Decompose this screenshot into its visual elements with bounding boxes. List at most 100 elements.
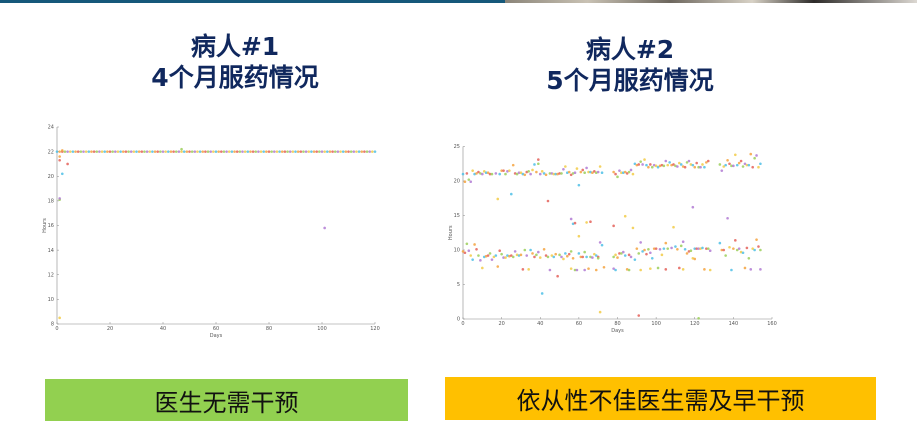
data-point [540, 170, 544, 173]
data-point [288, 150, 292, 153]
x-axis-label: Days [611, 328, 624, 334]
data-point [637, 163, 641, 166]
data-point [124, 150, 128, 153]
data-point [230, 150, 234, 153]
data-point [587, 267, 590, 270]
data-point [695, 161, 698, 165]
data-point [304, 150, 308, 153]
data-point [296, 150, 300, 153]
data-point [614, 268, 617, 272]
data-point [562, 167, 565, 171]
data-point [58, 316, 61, 320]
data-point [461, 250, 465, 253]
data-point [747, 163, 751, 167]
data-point [658, 248, 662, 251]
y-tick-label: 25 [454, 144, 460, 150]
data-point [581, 168, 585, 172]
patient1-verdict-box: 医生无需干预 [45, 379, 408, 421]
data-point [521, 268, 525, 271]
data-point [498, 249, 501, 252]
data-point [502, 169, 505, 172]
data-point [79, 150, 83, 153]
data-point [691, 205, 695, 209]
data-point [465, 242, 469, 246]
data-point [558, 172, 561, 175]
data-point [706, 247, 710, 250]
patient2-verdict-text: 依从性不佳医生需及早干预 [516, 387, 805, 415]
data-point [336, 150, 340, 153]
data-point [753, 156, 756, 160]
y-tick-label: 24 [48, 125, 54, 131]
data-point [159, 150, 162, 153]
data-point [145, 150, 149, 153]
data-point [629, 255, 633, 259]
y-axis-label: Hours [448, 225, 454, 240]
data-point [504, 256, 507, 259]
data-point [564, 165, 567, 168]
data-point [585, 166, 588, 170]
data-point [206, 150, 210, 153]
x-tick-label: 80 [614, 321, 620, 327]
data-point [535, 170, 538, 174]
data-point [365, 150, 369, 153]
data-point [643, 158, 646, 161]
x-tick-label: 60 [213, 326, 219, 332]
data-point [76, 150, 80, 153]
data-point [647, 248, 650, 251]
data-point [241, 150, 244, 153]
data-point [294, 150, 297, 153]
data-point [58, 197, 61, 200]
data-point [217, 150, 220, 153]
data-point [225, 150, 228, 153]
y-tick-label: 22 [48, 149, 54, 155]
data-point [486, 254, 490, 257]
data-point [703, 268, 706, 271]
data-point [693, 257, 697, 261]
data-point [652, 247, 656, 250]
data-point [315, 150, 319, 153]
data-point [620, 171, 623, 175]
data-point [697, 317, 700, 320]
data-point [504, 172, 507, 176]
data-point [598, 241, 602, 244]
data-point [174, 150, 178, 153]
data-point [265, 150, 268, 153]
data-point [755, 238, 758, 241]
data-point [600, 243, 604, 247]
data-point [668, 161, 671, 164]
data-point [169, 150, 173, 153]
data-point [180, 147, 183, 151]
data-point [627, 268, 631, 272]
data-point [662, 247, 666, 250]
data-point [347, 150, 350, 153]
data-point [95, 150, 99, 153]
data-point [639, 268, 642, 272]
data-point [693, 247, 697, 250]
data-point [494, 172, 498, 175]
data-point [594, 268, 598, 272]
data-point [569, 267, 573, 270]
data-point [310, 150, 313, 153]
data-point [550, 254, 554, 257]
data-point [743, 266, 747, 270]
data-point [627, 253, 631, 257]
data-point [114, 150, 117, 153]
data-point [641, 163, 644, 166]
data-point [204, 150, 207, 153]
data-point [726, 159, 729, 162]
data-point [730, 268, 733, 272]
data-point [697, 165, 700, 169]
data-point [567, 252, 571, 256]
y-tick-label: 18 [48, 199, 54, 205]
data-point [623, 214, 627, 218]
data-point [490, 258, 494, 261]
data-point [747, 256, 751, 260]
data-point [583, 171, 586, 175]
data-point [103, 150, 106, 153]
data-point [84, 150, 88, 153]
data-point [533, 255, 536, 259]
data-point [74, 150, 77, 153]
data-point [262, 150, 265, 153]
data-point [299, 150, 303, 153]
data-point [625, 172, 629, 175]
